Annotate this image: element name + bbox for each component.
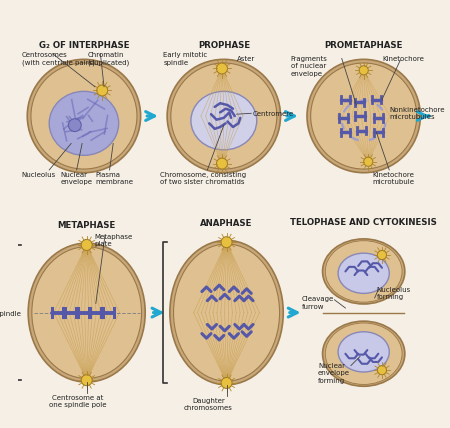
Text: PROMETAPHASE: PROMETAPHASE [324, 41, 403, 50]
Ellipse shape [307, 59, 420, 173]
Text: Chromatin
(duplicated): Chromatin (duplicated) [88, 52, 130, 66]
Text: Nucleolus
forming: Nucleolus forming [377, 287, 411, 300]
Ellipse shape [28, 243, 145, 382]
Text: Aster: Aster [237, 56, 255, 62]
Text: G₂ OF INTERPHASE: G₂ OF INTERPHASE [39, 41, 129, 50]
Text: Chromosome, consisting
of two sister chromatids: Chromosome, consisting of two sister chr… [160, 172, 246, 185]
Text: Kinetochore: Kinetochore [382, 56, 424, 62]
Text: Cleavage
furrow: Cleavage furrow [302, 296, 334, 309]
Text: METAPHASE: METAPHASE [58, 221, 116, 230]
Ellipse shape [27, 59, 140, 173]
Text: Daughter
chromosomes: Daughter chromosomes [184, 398, 233, 411]
Circle shape [97, 85, 108, 96]
Circle shape [221, 237, 232, 248]
Ellipse shape [338, 332, 389, 372]
Text: Fragments
of nuclear
envelope: Fragments of nuclear envelope [291, 56, 328, 77]
Ellipse shape [325, 323, 402, 384]
Ellipse shape [32, 247, 142, 378]
Circle shape [81, 375, 92, 386]
Text: Plasma
membrane: Plasma membrane [95, 172, 133, 185]
Circle shape [378, 366, 387, 375]
Circle shape [364, 157, 373, 166]
Circle shape [81, 239, 92, 250]
Text: Nuclear
envelope: Nuclear envelope [60, 172, 92, 185]
Text: Early mitotic
spindle: Early mitotic spindle [163, 52, 208, 65]
Text: Centrosome at
one spindle pole: Centrosome at one spindle pole [49, 395, 106, 408]
Circle shape [359, 66, 368, 75]
Text: Centromere: Centromere [253, 111, 294, 117]
Text: TELOPHASE AND CYTOKINESIS: TELOPHASE AND CYTOKINESIS [290, 218, 437, 227]
Ellipse shape [170, 241, 283, 385]
Text: Nucleolus: Nucleolus [22, 172, 56, 178]
Circle shape [68, 119, 81, 131]
Ellipse shape [174, 244, 279, 381]
Text: Nonkinetochore
microtubules: Nonkinetochore microtubules [389, 107, 445, 120]
Text: Nuclear
envelope
forming: Nuclear envelope forming [318, 363, 350, 384]
Text: PROPHASE: PROPHASE [198, 41, 250, 50]
Ellipse shape [171, 63, 277, 169]
Ellipse shape [325, 241, 402, 302]
Ellipse shape [167, 59, 280, 173]
Circle shape [216, 158, 227, 169]
Text: Centrosomes
(with centriole pairs): Centrosomes (with centriole pairs) [22, 52, 94, 66]
Text: Metaphase
plate: Metaphase plate [94, 234, 132, 247]
Ellipse shape [49, 91, 119, 155]
Ellipse shape [323, 321, 405, 386]
Ellipse shape [31, 63, 137, 169]
Circle shape [216, 63, 227, 74]
Ellipse shape [191, 91, 257, 150]
Ellipse shape [323, 239, 405, 304]
Ellipse shape [310, 63, 417, 169]
Text: Spindle: Spindle [0, 312, 21, 318]
Ellipse shape [338, 253, 389, 293]
Text: Kinetochore
microtubule: Kinetochore microtubule [373, 172, 415, 185]
Text: ANAPHASE: ANAPHASE [200, 219, 253, 228]
Circle shape [378, 250, 387, 259]
Circle shape [221, 377, 232, 389]
